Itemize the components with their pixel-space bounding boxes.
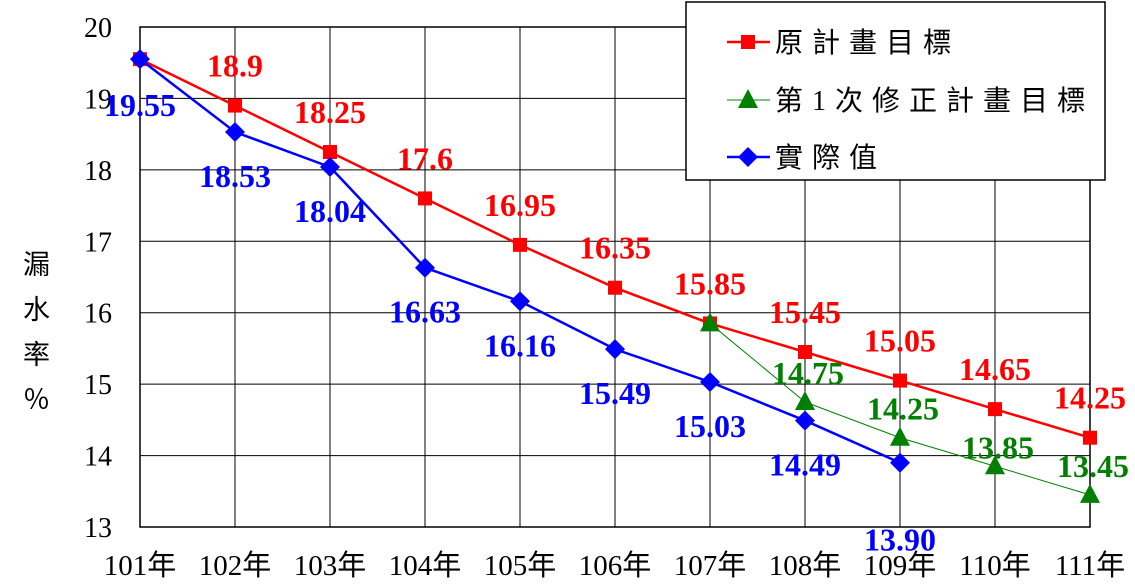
actual-marker bbox=[700, 372, 720, 392]
actual-marker bbox=[130, 49, 150, 70]
first-revision-plan-marker bbox=[700, 312, 720, 332]
x-tick-label: 105年 bbox=[484, 549, 557, 582]
x-tick-label: 108年 bbox=[769, 549, 842, 582]
actual-marker bbox=[605, 339, 625, 360]
data-labels: 18.9 18.25 17.6 16.95 16.35 15.85 15.45 15.05 14… bbox=[104, 48, 1129, 558]
first-revision-plan-marker bbox=[985, 455, 1005, 475]
legend-label: 原計畫目標 bbox=[775, 27, 960, 59]
x-tick-label: 109年 bbox=[864, 549, 937, 582]
first-revision-plan-data-label: 14.75 bbox=[772, 355, 844, 391]
x-tick-label: 107年 bbox=[674, 549, 747, 582]
series-first-revision-plan bbox=[700, 312, 1100, 503]
actual-marker bbox=[795, 410, 815, 431]
original-plan-marker bbox=[988, 402, 1002, 417]
actual-data-label: 14.49 bbox=[769, 447, 841, 483]
actual-data-label: 15.49 bbox=[579, 375, 651, 411]
y-tick-label: 20 bbox=[84, 13, 112, 44]
original-plan-data-label: 15.05 bbox=[864, 323, 936, 359]
original-plan-data-label: 15.85 bbox=[674, 265, 746, 301]
y-tick-label: 18 bbox=[84, 156, 112, 187]
legend-item-original-plan: 原計畫目標 bbox=[727, 27, 960, 59]
legend-label: 實際值 bbox=[775, 142, 886, 174]
original-plan-marker bbox=[418, 191, 432, 206]
original-plan-marker bbox=[1083, 430, 1097, 445]
y-tick-label: 16 bbox=[84, 299, 112, 330]
first-revision-plan-marker bbox=[1080, 483, 1100, 503]
x-axis: 101年 102年 103年 104年 105年 106年 107年 108年 109年 110年… bbox=[104, 549, 1125, 582]
y-tick-label: 19 bbox=[84, 84, 112, 115]
x-tick-label: 106年 bbox=[579, 549, 652, 582]
actual-data-label: 15.03 bbox=[674, 408, 746, 444]
first-revision-plan-data-label: 13.85 bbox=[962, 429, 1034, 465]
legend-item-first-revision-plan: 第1次修正計畫目標 bbox=[727, 85, 1094, 117]
original-plan-data-label: 17.6 bbox=[397, 140, 453, 176]
original-plan-data-label: 18.25 bbox=[294, 94, 366, 130]
original-plan-data-label: 14.65 bbox=[959, 351, 1031, 387]
actual-marker bbox=[320, 157, 340, 177]
actual-data-label: 16.63 bbox=[389, 294, 461, 330]
y-axis-title: 漏水率％ bbox=[19, 250, 49, 430]
first-revision-plan-data-label: 14.25 bbox=[867, 391, 939, 427]
legend-marker bbox=[738, 147, 758, 167]
legend-item-actual: 實際值 bbox=[727, 142, 886, 174]
original-plan-data-label: 16.35 bbox=[579, 230, 651, 266]
series-actual bbox=[130, 49, 910, 473]
actual-marker bbox=[415, 257, 435, 278]
original-plan-marker bbox=[323, 145, 337, 159]
actual-data-label: 16.16 bbox=[484, 327, 556, 363]
y-tick-label: 13 bbox=[84, 513, 112, 544]
actual-marker bbox=[890, 452, 910, 473]
original-plan-marker bbox=[513, 237, 527, 252]
original-plan-data-label: 15.45 bbox=[769, 294, 841, 330]
legend-marker bbox=[738, 89, 758, 108]
original-plan-data-label: 16.95 bbox=[484, 187, 556, 223]
original-plan-marker bbox=[608, 280, 622, 295]
x-tick-label: 111年 bbox=[1055, 549, 1125, 582]
y-tick-label: 17 bbox=[84, 227, 112, 258]
original-plan-data-label: 18.9 bbox=[207, 48, 263, 84]
first-revision-plan-marker bbox=[795, 391, 815, 410]
y-tick-label: 15 bbox=[84, 370, 112, 401]
original-plan-marker bbox=[228, 98, 242, 113]
actual-data-label: 13.90 bbox=[864, 522, 936, 558]
first-revision-plan-data-label: 13.45 bbox=[1057, 448, 1129, 484]
legend-label: 第1次修正計畫目標 bbox=[775, 85, 1094, 117]
legend-box bbox=[685, 1, 1106, 181]
original-plan-marker bbox=[798, 345, 812, 359]
actual-data-label: 18.04 bbox=[294, 193, 366, 229]
x-tick-label: 101年 bbox=[104, 549, 177, 582]
x-tick-label: 104年 bbox=[389, 549, 462, 582]
actual-marker bbox=[510, 291, 530, 312]
x-tick-label: 102年 bbox=[199, 549, 272, 582]
x-tick-label: 103年 bbox=[294, 549, 367, 582]
actual-data-label: 19.55 bbox=[104, 87, 176, 123]
actual-marker bbox=[225, 122, 245, 142]
x-tick-label: 110年 bbox=[959, 549, 1030, 582]
plot-area-border bbox=[139, 26, 1091, 528]
first-revision-plan-marker bbox=[890, 426, 910, 446]
legend-marker bbox=[741, 35, 755, 49]
y-tick-label: 14 bbox=[84, 442, 112, 473]
actual-data-label: 18.53 bbox=[199, 158, 271, 194]
original-plan-marker bbox=[893, 373, 907, 388]
y-axis: 13 14 15 16 17 18 19 20 bbox=[84, 13, 112, 544]
original-plan-data-label: 14.25 bbox=[1054, 380, 1126, 416]
